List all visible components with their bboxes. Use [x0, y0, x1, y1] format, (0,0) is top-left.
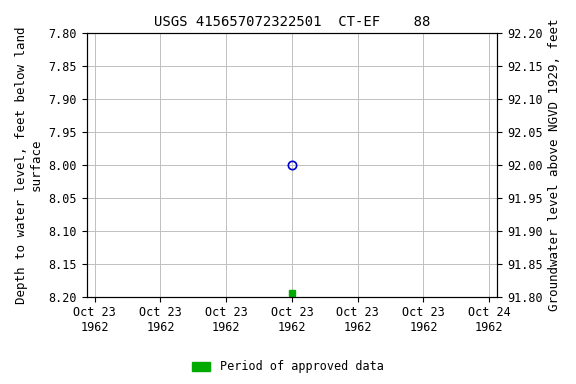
Y-axis label: Depth to water level, feet below land
surface: Depth to water level, feet below land su… [15, 26, 43, 304]
Legend: Period of approved data: Period of approved data [188, 356, 388, 378]
Title: USGS 415657072322501  CT-EF    88: USGS 415657072322501 CT-EF 88 [154, 15, 430, 29]
Y-axis label: Groundwater level above NGVD 1929, feet: Groundwater level above NGVD 1929, feet [548, 18, 561, 311]
